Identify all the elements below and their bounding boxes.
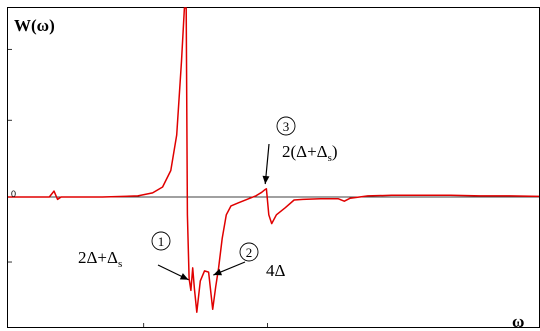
annotation-arrow-3: [262, 143, 270, 185]
annotation-1-circle: [151, 231, 171, 251]
annotation-3-marker: 3: [283, 119, 290, 134]
annotation-2-marker: 2: [246, 245, 253, 260]
annotation-2-circle: [239, 242, 259, 262]
annotation-3-label: 2(Δ+Δs): [282, 142, 338, 164]
annotation-3-circle: [276, 116, 296, 136]
y-axis-label: W(ω): [14, 16, 55, 35]
annotation-arrow-2: [213, 261, 246, 276]
y-tick-label-zero: 0: [11, 189, 16, 199]
x-axis-label: ω: [512, 312, 524, 331]
annotation-1-marker: 1: [158, 234, 165, 249]
annotation-2-label: 4Δ: [266, 261, 286, 280]
annotation-arrow-1: [157, 264, 189, 281]
annotation-arrows: [157, 143, 270, 281]
series-line: [8, 7, 540, 313]
annotation-1-label: 2Δ+Δs: [78, 248, 122, 270]
tick-marks: [8, 48, 269, 327]
